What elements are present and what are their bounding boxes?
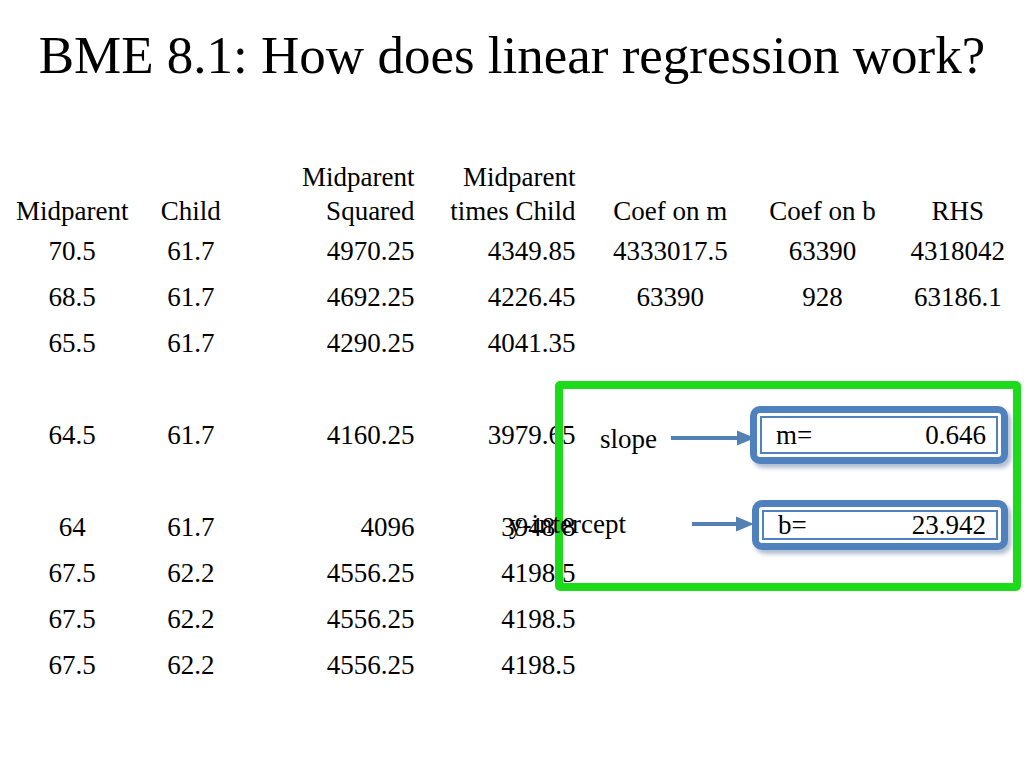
table-cell: 67.5 [10, 642, 134, 688]
y-intercept-label: y-intercept [509, 508, 626, 540]
table-cell: 928 [753, 274, 892, 320]
header-line2: Child [134, 194, 247, 228]
slope-label: slope [600, 423, 657, 455]
table-cell: 4290.25 [247, 320, 425, 366]
table-cell [753, 596, 892, 642]
table-cell: 62.2 [134, 550, 247, 596]
table-cell [587, 596, 753, 642]
table-cell: 67.5 [10, 596, 134, 642]
m-value-box-inner: m= 0.646 [760, 416, 998, 454]
header-line2: RHS [892, 194, 1024, 228]
header-line1 [892, 160, 1024, 194]
table-cell [10, 458, 134, 504]
table-row: 70.561.74970.254349.854333017.5633904318… [10, 228, 1024, 274]
table-cell: 65.5 [10, 320, 134, 366]
header-line2: Squared [247, 194, 415, 228]
table-cell: 4041.35 [425, 320, 588, 366]
header-line1 [587, 160, 753, 194]
table-header-cell: Coef on m [587, 150, 753, 228]
header-line2: Coef on m [587, 194, 753, 228]
header-line1: Midparent [425, 160, 576, 194]
table-cell: 63390 [587, 274, 753, 320]
table-header-cell: Coef on b [753, 150, 892, 228]
table-cell: 62.2 [134, 596, 247, 642]
table-cell [753, 642, 892, 688]
table-cell: 4556.25 [247, 596, 425, 642]
right-arrow-icon [671, 429, 755, 447]
table-cell: 4096 [247, 504, 425, 550]
table-cell: 64 [10, 504, 134, 550]
header-line2: Midparent [10, 194, 134, 228]
m-label: m= [776, 420, 812, 451]
table-cell: 64.5 [10, 412, 134, 458]
table-cell [892, 320, 1024, 366]
table-cell [892, 642, 1024, 688]
table-cell [134, 366, 247, 412]
table-cell [587, 320, 753, 366]
header-line2: times Child [425, 194, 576, 228]
table-cell: 62.2 [134, 642, 247, 688]
table-cell: 61.7 [134, 504, 247, 550]
table-header-cell: Midparenttimes Child [425, 150, 588, 228]
table-row: 67.562.24556.254198.5 [10, 642, 1024, 688]
table-cell: 61.7 [134, 320, 247, 366]
table-cell [247, 366, 425, 412]
table-cell: 61.7 [134, 228, 247, 274]
right-arrow-icon [692, 515, 754, 533]
table-cell [753, 320, 892, 366]
table-cell [587, 642, 753, 688]
table-cell [247, 458, 425, 504]
table-row: 68.561.74692.254226.456339092863186.1 [10, 274, 1024, 320]
table-cell: 67.5 [10, 550, 134, 596]
table-cell: 4333017.5 [587, 228, 753, 274]
table-cell: 70.5 [10, 228, 134, 274]
b-label: b= [778, 510, 807, 541]
b-value-box-inner: b= 23.942 [762, 510, 998, 540]
table-cell: 68.5 [10, 274, 134, 320]
table-cell: 4692.25 [247, 274, 425, 320]
b-value: 23.942 [912, 510, 986, 541]
table-cell: 4198.5 [425, 642, 588, 688]
slide-title: BME 8.1: How does linear regression work… [0, 24, 1024, 86]
table-header: MidparentChildMidparentSquaredMidparentt… [10, 150, 1024, 228]
table-header-cell: Child [134, 150, 247, 228]
header-line1 [134, 160, 247, 194]
table-header-cell: Midparent [10, 150, 134, 228]
table-cell [134, 458, 247, 504]
table-cell: 61.7 [134, 412, 247, 458]
table-cell: 4556.25 [247, 642, 425, 688]
table-header-row: MidparentChildMidparentSquaredMidparentt… [10, 150, 1024, 228]
table-cell: 4160.25 [247, 412, 425, 458]
header-line2: Coef on b [753, 194, 892, 228]
table-cell: 4556.25 [247, 550, 425, 596]
table-cell: 4318042 [892, 228, 1024, 274]
table-cell [892, 596, 1024, 642]
table-cell: 61.7 [134, 274, 247, 320]
table-header-cell: MidparentSquared [247, 150, 425, 228]
table-cell: 4226.45 [425, 274, 588, 320]
table-cell [10, 366, 134, 412]
table-cell: 4198.5 [425, 596, 588, 642]
header-line1 [10, 160, 134, 194]
b-value-box: b= 23.942 [752, 500, 1008, 550]
table-header-cell: RHS [892, 150, 1024, 228]
table-cell: 63390 [753, 228, 892, 274]
header-line1: Midparent [247, 160, 415, 194]
table-cell: 4349.85 [425, 228, 588, 274]
m-value: 0.646 [925, 420, 986, 451]
slide: BME 8.1: How does linear regression work… [0, 0, 1024, 768]
table-cell: 4970.25 [247, 228, 425, 274]
table-row: 67.562.24556.254198.5 [10, 596, 1024, 642]
table-cell: 63186.1 [892, 274, 1024, 320]
m-value-box: m= 0.646 [750, 406, 1008, 464]
header-line1 [753, 160, 892, 194]
table-row: 65.561.74290.254041.35 [10, 320, 1024, 366]
